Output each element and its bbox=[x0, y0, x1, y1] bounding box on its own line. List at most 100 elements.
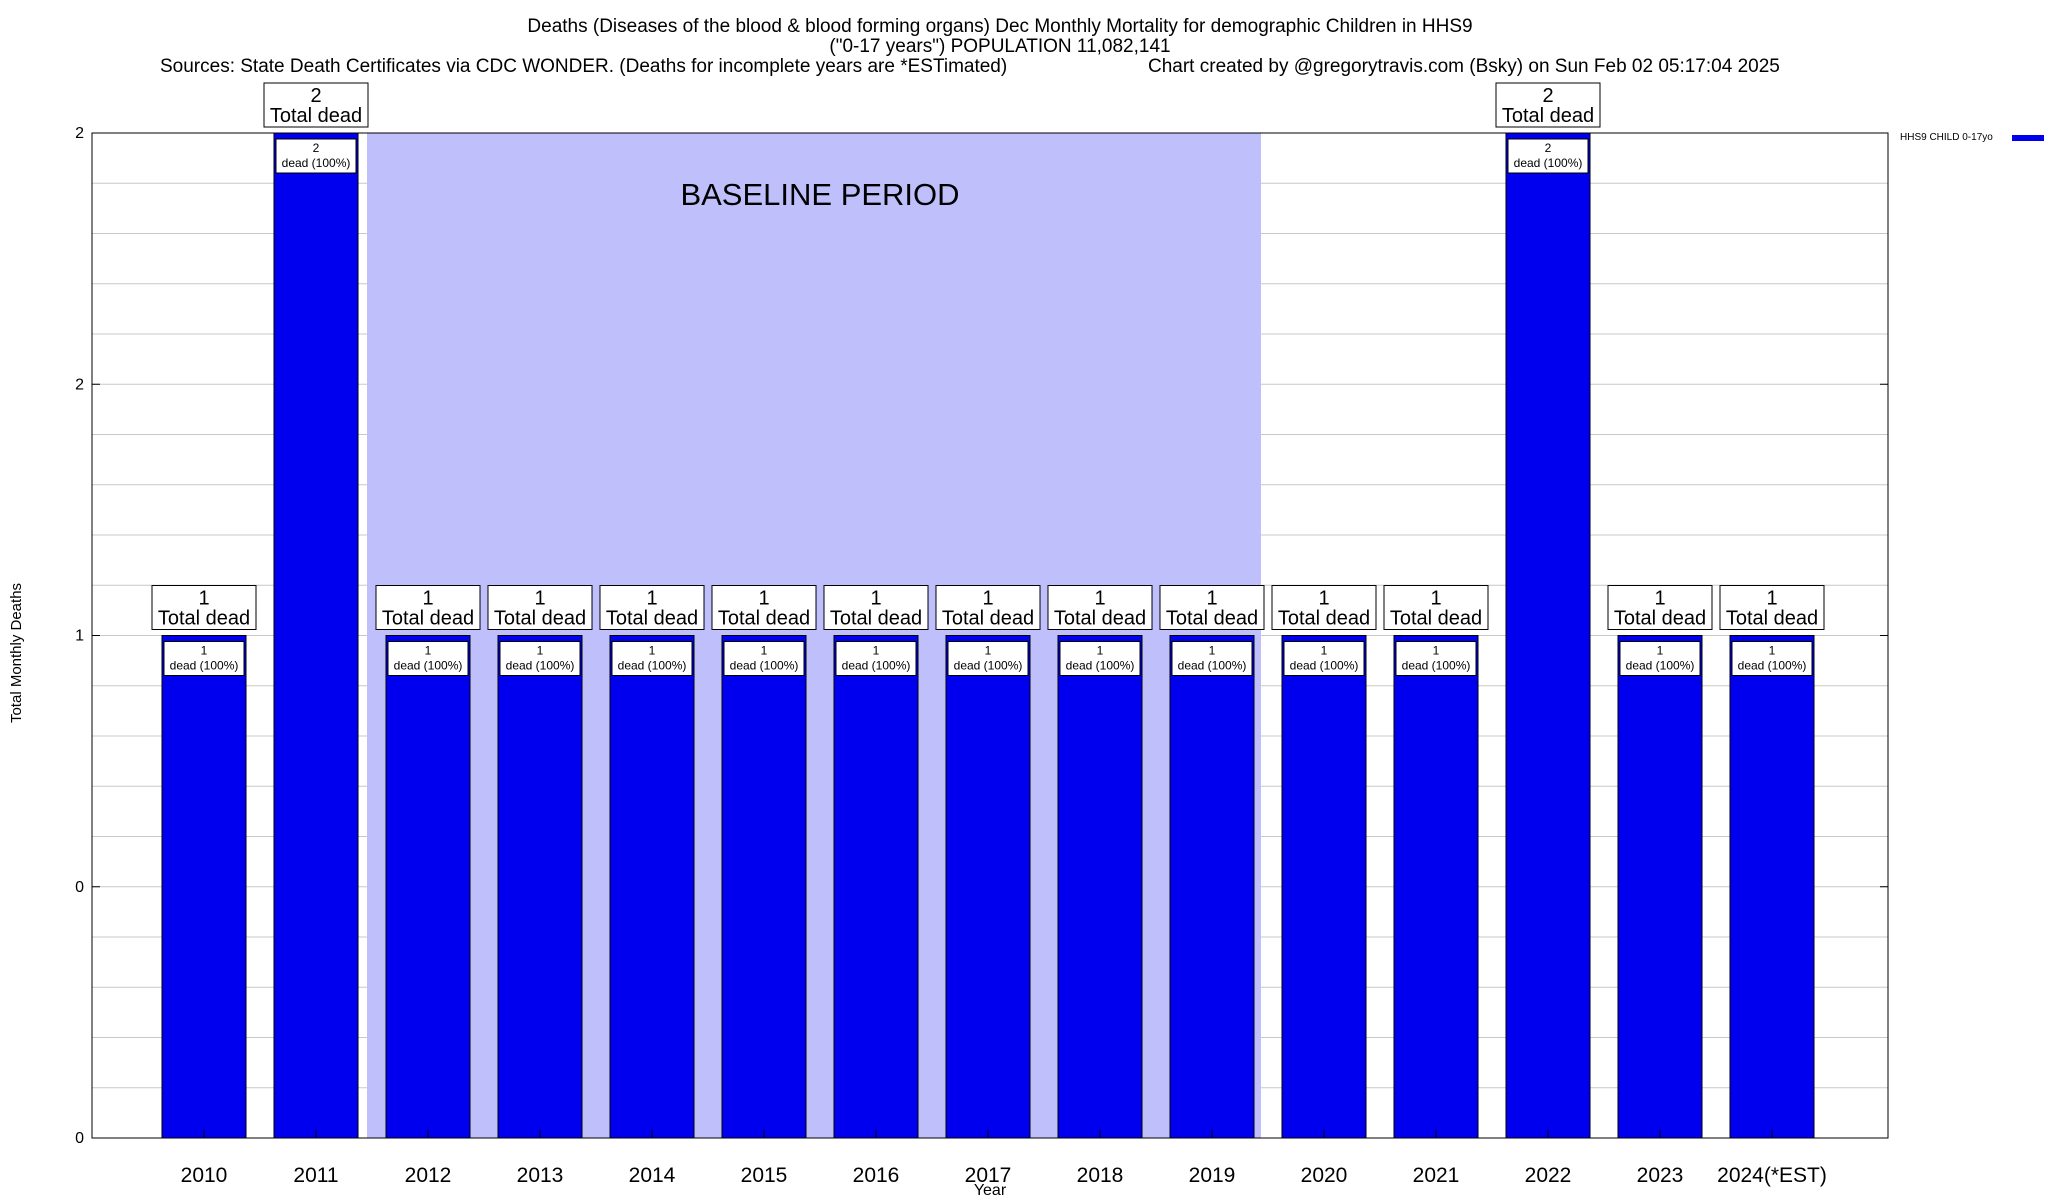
bar-total-label: Total dead bbox=[830, 608, 922, 630]
bar-total-label-box bbox=[935, 585, 1041, 630]
bar-inner-value: 1 bbox=[761, 644, 768, 658]
bar bbox=[1729, 635, 1815, 1139]
bar-inner-label: dead (100%) bbox=[618, 659, 687, 673]
bar-total-value: 2 bbox=[310, 85, 321, 107]
bar bbox=[609, 635, 695, 1139]
x-tick-label: 2014 bbox=[629, 1164, 676, 1187]
bar-total-label-box bbox=[711, 585, 817, 630]
bar-total-value: 1 bbox=[870, 588, 881, 610]
bar-inner-value: 1 bbox=[649, 644, 656, 658]
bar-inner-label-box bbox=[275, 138, 357, 174]
legend: HHS9 CHILD 0-17yo bbox=[1900, 132, 2044, 143]
bar-inner-label-box bbox=[1395, 641, 1477, 676]
bar-inner-label: dead (100%) bbox=[730, 659, 799, 673]
chart-title-line1: Deaths (Diseases of the blood & blood fo… bbox=[527, 16, 1472, 37]
bar-total-value: 1 bbox=[1206, 588, 1217, 610]
bar-total-value: 1 bbox=[422, 588, 433, 610]
bar-total-value: 1 bbox=[1654, 588, 1665, 610]
bar-total-label: Total dead bbox=[270, 105, 362, 127]
bar-total-label: Total dead bbox=[1278, 608, 1370, 630]
bar-inner-label-box bbox=[947, 641, 1029, 676]
bar-total-label: Total dead bbox=[494, 608, 586, 630]
bar bbox=[1057, 635, 1143, 1139]
bar-total-label: Total dead bbox=[382, 608, 474, 630]
bar bbox=[497, 635, 583, 1139]
y-tick-label: 2 bbox=[75, 125, 84, 142]
bar-total-value: 1 bbox=[198, 588, 209, 610]
bar-inner-value: 1 bbox=[1433, 644, 1440, 658]
bar bbox=[273, 132, 359, 1139]
bar-inner-label: dead (100%) bbox=[1626, 659, 1695, 673]
bar bbox=[1169, 635, 1255, 1139]
bar-inner-value: 1 bbox=[425, 644, 432, 658]
bar-total-label: Total dead bbox=[1502, 105, 1594, 127]
bar-total-label: Total dead bbox=[606, 608, 698, 630]
bar-inner-value: 1 bbox=[1769, 644, 1776, 658]
x-tick-label: 2024(*EST) bbox=[1717, 1164, 1827, 1187]
bar-total-label: Total dead bbox=[158, 608, 250, 630]
baseline-label: BASELINE PERIOD bbox=[680, 177, 959, 212]
bar-inner-label-box bbox=[1731, 641, 1813, 676]
bar-inner-label: dead (100%) bbox=[1178, 659, 1247, 673]
bar bbox=[161, 635, 247, 1139]
bar-total-value: 1 bbox=[1430, 588, 1441, 610]
bar-inner-label: dead (100%) bbox=[954, 659, 1023, 673]
bar-total-value: 2 bbox=[1542, 85, 1553, 107]
bar-inner-label: dead (100%) bbox=[1402, 659, 1471, 673]
bar-inner-label: dead (100%) bbox=[506, 659, 575, 673]
bar-inner-label-box bbox=[387, 641, 469, 676]
bar-inner-label: dead (100%) bbox=[1514, 156, 1583, 170]
bar-inner-label: dead (100%) bbox=[170, 659, 239, 673]
x-tick-label: 2013 bbox=[517, 1164, 564, 1187]
bar-inner-label-box bbox=[1507, 138, 1589, 174]
y-tick-label: 1 bbox=[75, 628, 84, 645]
chart-credit: Chart created by @gregorytravis.com (Bsk… bbox=[1148, 56, 1780, 77]
bar bbox=[1617, 635, 1703, 1139]
bar-total-label: Total dead bbox=[1726, 608, 1818, 630]
x-tick-label: 2019 bbox=[1189, 1164, 1236, 1187]
bar-inner-label: dead (100%) bbox=[394, 659, 463, 673]
x-tick-label: 2015 bbox=[741, 1164, 788, 1187]
bar-inner-label: dead (100%) bbox=[282, 156, 351, 170]
x-tick-label: 2020 bbox=[1301, 1164, 1348, 1187]
bar-total-value: 1 bbox=[1094, 588, 1105, 610]
x-tick-label: 2016 bbox=[853, 1164, 900, 1187]
bar-total-label: Total dead bbox=[942, 608, 1034, 630]
bar bbox=[945, 635, 1031, 1139]
x-tick-label: 2010 bbox=[181, 1164, 228, 1187]
bar-total-label-box bbox=[1271, 585, 1377, 630]
bar-total-label: Total dead bbox=[718, 608, 810, 630]
bar-total-label-box bbox=[1047, 585, 1153, 630]
bar-inner-label: dead (100%) bbox=[1290, 659, 1359, 673]
chart-title-line2: ("0-17 years") POPULATION 11,082,141 bbox=[829, 36, 1170, 57]
bar-inner-label-box bbox=[1171, 641, 1253, 676]
bar bbox=[385, 635, 471, 1139]
bar-inner-value: 1 bbox=[1209, 644, 1216, 658]
bar-total-label-box bbox=[1383, 585, 1489, 630]
x-axis-label: Year bbox=[974, 1182, 1007, 1199]
bar-inner-value: 2 bbox=[313, 141, 320, 155]
bar bbox=[1281, 635, 1367, 1139]
bar-total-value: 1 bbox=[1766, 588, 1777, 610]
bar-inner-label-box bbox=[835, 641, 917, 676]
x-tick-label: 2023 bbox=[1637, 1164, 1684, 1187]
bar-total-label-box bbox=[375, 585, 481, 630]
bar bbox=[1505, 132, 1591, 1139]
bar-total-label: Total dead bbox=[1166, 608, 1258, 630]
bar-total-label-box bbox=[151, 585, 257, 630]
bar-total-label-box bbox=[263, 82, 369, 128]
axes: 0 0 1 2 2 bbox=[75, 125, 1889, 1147]
chart-sources: Sources: State Death Certificates via CD… bbox=[160, 56, 1007, 77]
y-tick-label: 0 bbox=[75, 1130, 84, 1147]
bar-inner-label-box bbox=[611, 641, 693, 676]
legend-label: HHS9 CHILD 0-17yo bbox=[1900, 132, 1993, 143]
bar-inner-value: 1 bbox=[985, 644, 992, 658]
bar-total-value: 1 bbox=[534, 588, 545, 610]
x-tick-label: 2018 bbox=[1077, 1164, 1124, 1187]
bar-inner-label-box bbox=[1619, 641, 1701, 676]
bar-inner-value: 1 bbox=[1657, 644, 1664, 658]
bar-inner-label-box bbox=[163, 641, 245, 676]
bar-inner-label-box bbox=[499, 641, 581, 676]
bar-inner-label-box bbox=[1283, 641, 1365, 676]
